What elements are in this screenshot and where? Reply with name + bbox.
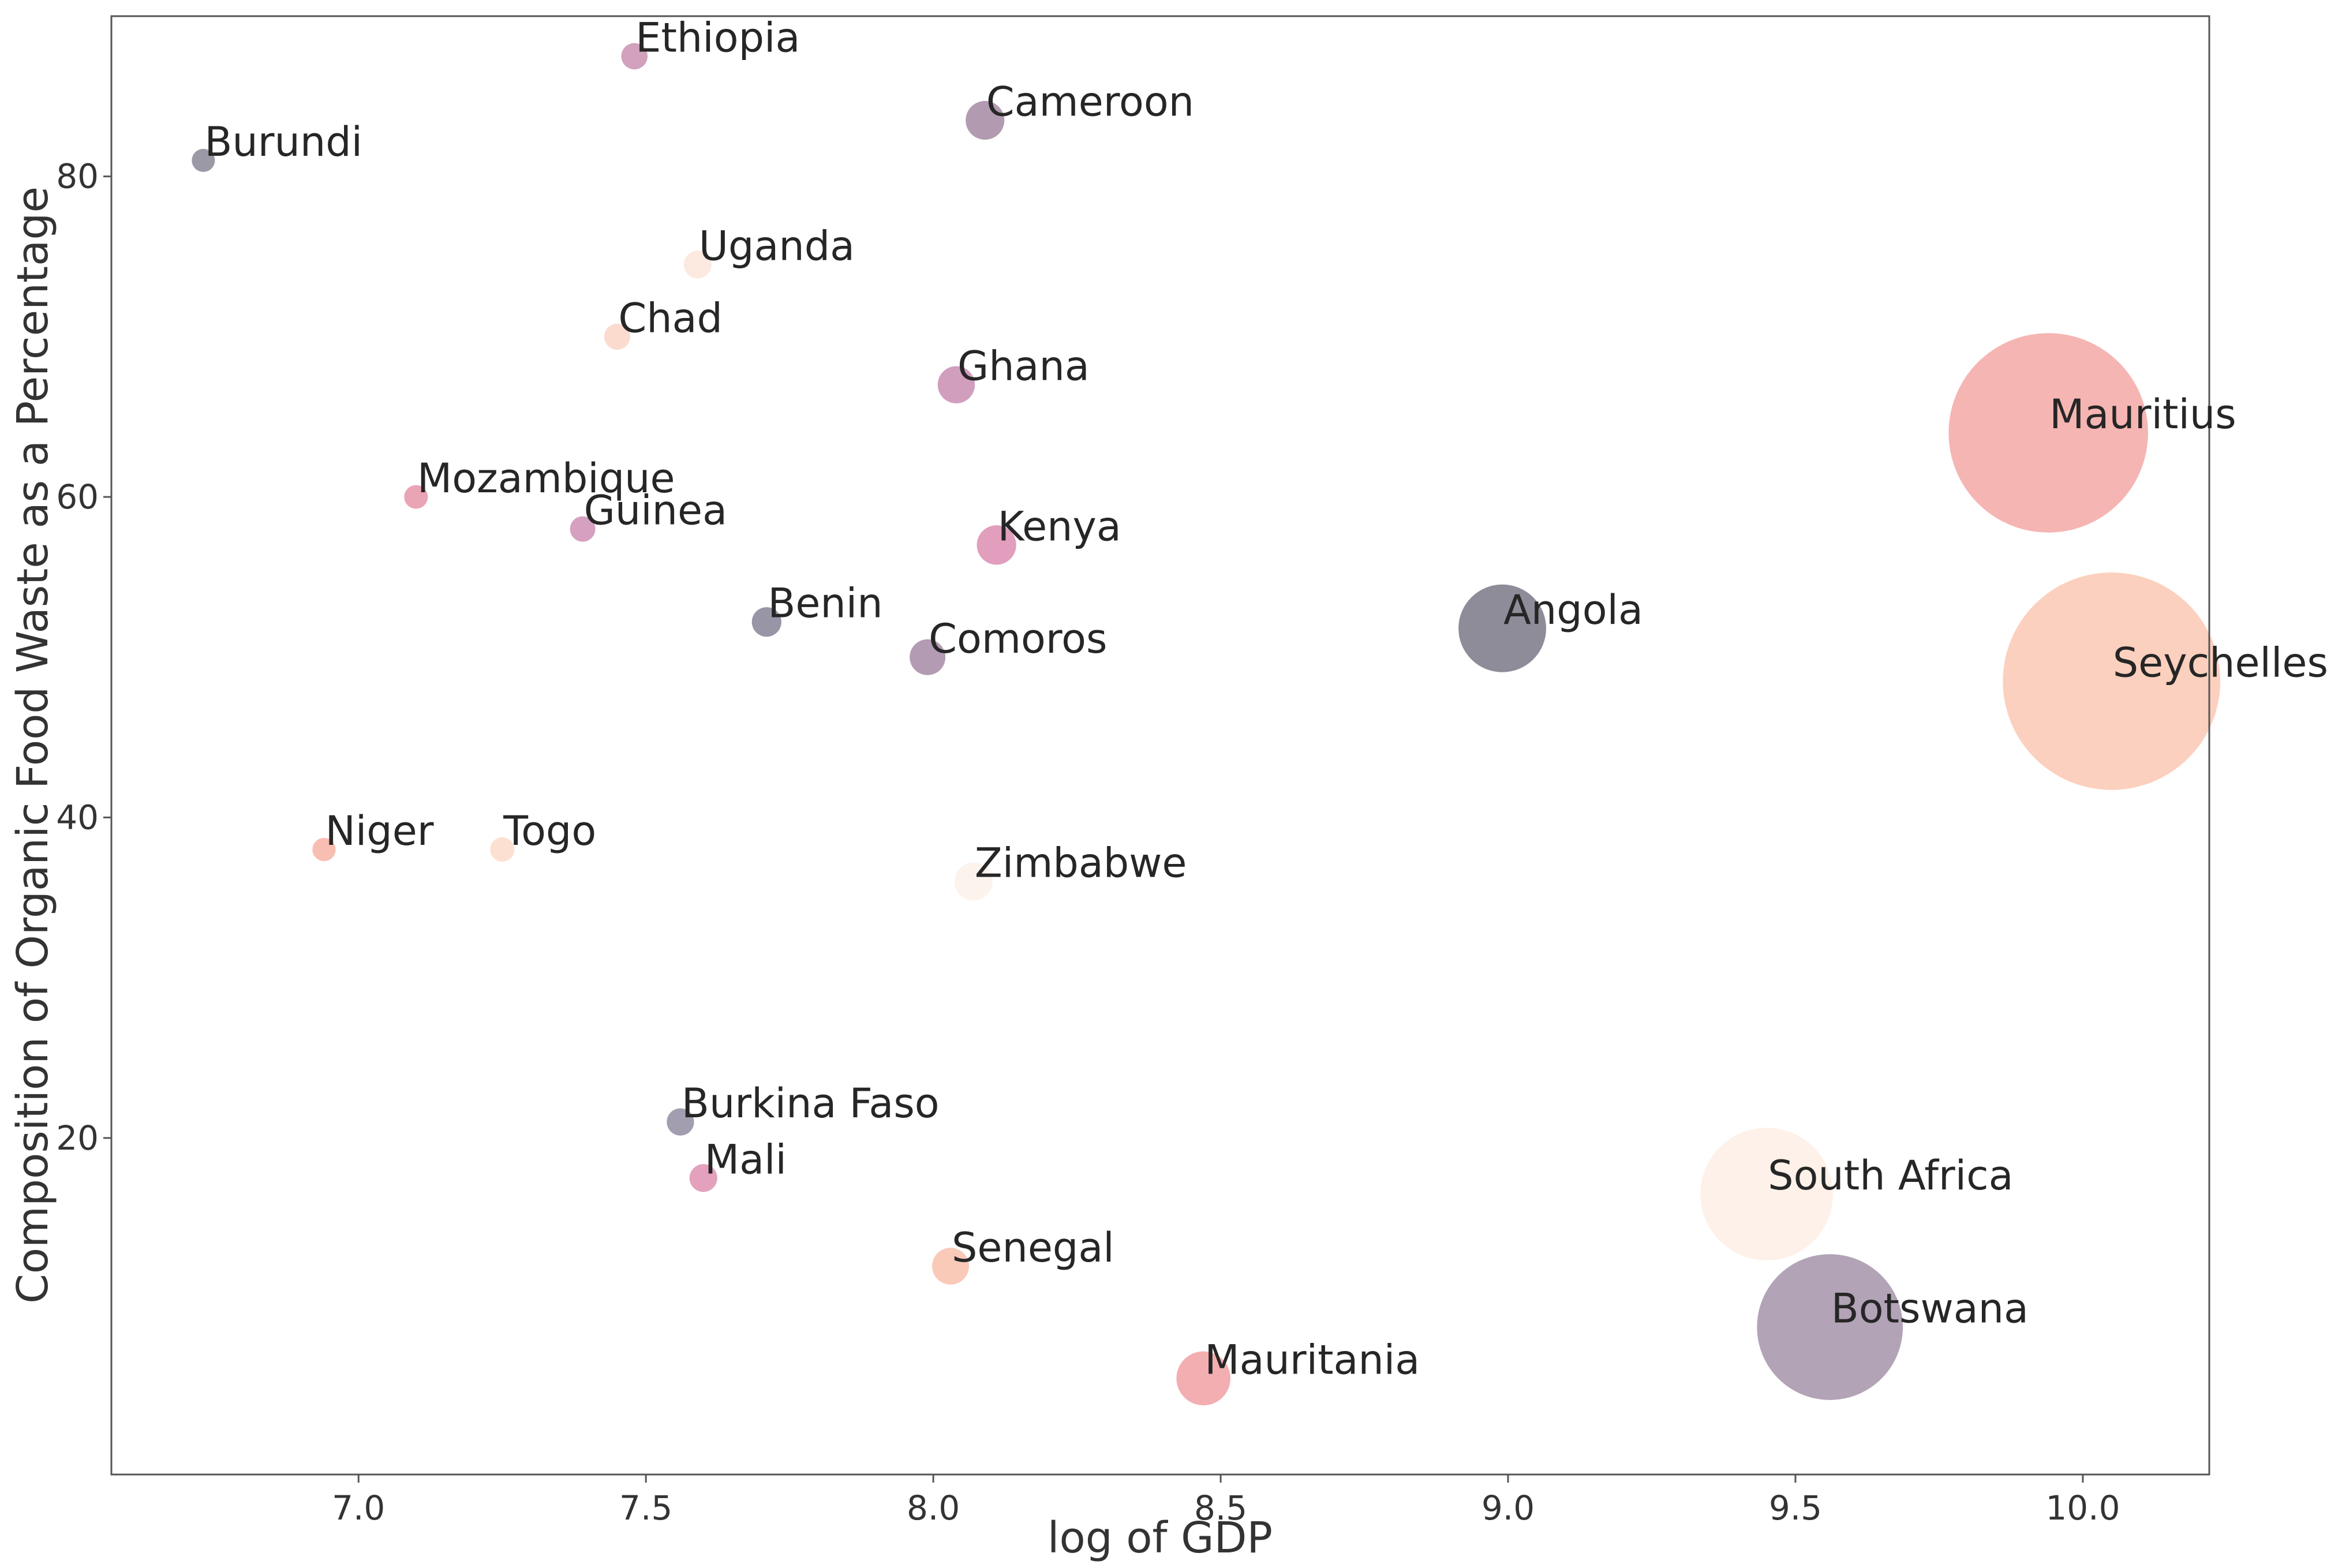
x-tick-label: 8.5 (1194, 1488, 1247, 1528)
bubble-mauritius (1948, 333, 2148, 533)
bubble-angola (1458, 584, 1547, 672)
bubble-south-africa (1700, 1128, 1834, 1260)
plot-frame (110, 15, 2210, 1476)
bubble-label-cameroon: Cameroon (986, 78, 1194, 126)
bubble-label-senegal: Senegal (952, 1224, 1114, 1271)
bubble-label-mauritius: Mauritius (2049, 391, 2236, 438)
x-tick-label: 7.5 (619, 1488, 672, 1528)
bubble-label-chad: Chad (618, 294, 723, 342)
y-tick-label: 80 (56, 157, 99, 196)
bubble-senegal (932, 1248, 969, 1285)
bubble-label-mozambique: Mozambique (417, 455, 675, 502)
y-axis-ticks: 20 40 60 80 (56, 157, 111, 1158)
bubble-ghana (937, 366, 975, 403)
x-tick-label: 10.0 (2045, 1488, 2120, 1528)
bubble-uganda (683, 250, 712, 279)
bubble-label-niger: Niger (325, 807, 433, 855)
bubble-label-guinea: Guinea (584, 487, 727, 534)
bubble-label-seychelles: Seychelles (2113, 639, 2327, 686)
y-tick-label: 20 (56, 1118, 99, 1158)
bubble-label-burkina-faso: Burkina Faso (682, 1080, 940, 1127)
y-axis-label: Composition of Organic Food Waste as a P… (8, 186, 58, 1304)
x-tick-label: 7.0 (332, 1488, 385, 1528)
bubble-mauritania (1176, 1351, 1231, 1406)
bubble-mozambique (404, 485, 428, 509)
bubble-label-mauritania: Mauritania (1204, 1336, 1420, 1383)
bubble-niger (312, 837, 336, 862)
x-axis-ticks: 7.0 7.5 8.0 8.5 9.0 9.5 10.0 (332, 1475, 2120, 1528)
bubble-label-uganda: Uganda (699, 222, 855, 270)
bubble-label-zimbabwe: Zimbabwe (975, 840, 1187, 887)
bubble-kenya (977, 525, 1016, 565)
bubble-chad (604, 323, 630, 350)
bubble-comoros (910, 639, 946, 675)
bubble-zimbabwe (954, 862, 993, 901)
x-tick-label: 8.0 (907, 1488, 960, 1528)
bubble-cameroon (966, 100, 1005, 140)
bubble-togo (490, 837, 515, 862)
bubble-layer (192, 43, 2221, 1406)
x-axis-label: log of GDP (1047, 1513, 1273, 1563)
bubble-guinea (570, 516, 596, 542)
y-tick-label: 60 (56, 477, 99, 517)
bubble-burundi (192, 148, 215, 172)
bubble-ethiopia (621, 43, 648, 70)
bubble-label-ghana: Ghana (957, 343, 1090, 390)
bubble-label-south-africa: South Africa (1768, 1152, 2013, 1199)
bubble-label-botswana: Botswana (1831, 1285, 2029, 1333)
bubble-label-togo: Togo (503, 807, 596, 855)
bubble-burkina-faso (667, 1108, 694, 1136)
bubble-botswana (1757, 1254, 1903, 1400)
bubble-label-layer: Ethiopia Cameroon Burundi Uganda Chad Ghana Ma… (204, 14, 2327, 1383)
bubble-label-burundi: Burundi (204, 118, 362, 166)
bubble-label-kenya: Kenya (998, 503, 1121, 550)
bubble-benin (751, 607, 781, 637)
x-tick-label: 9.0 (1482, 1488, 1535, 1528)
bubble-label-ethiopia: Ethiopia (635, 14, 800, 61)
bubble-mali (689, 1164, 717, 1192)
bubble-seychelles (2003, 572, 2221, 790)
y-tick-label: 40 (56, 798, 99, 837)
bubble-label-mali: Mali (705, 1136, 787, 1183)
bubble-label-angola: Angola (1503, 586, 1643, 634)
bubble-label-benin: Benin (768, 580, 882, 627)
x-tick-label: 9.5 (1769, 1488, 1822, 1528)
bubble-label-comoros: Comoros (929, 615, 1107, 663)
